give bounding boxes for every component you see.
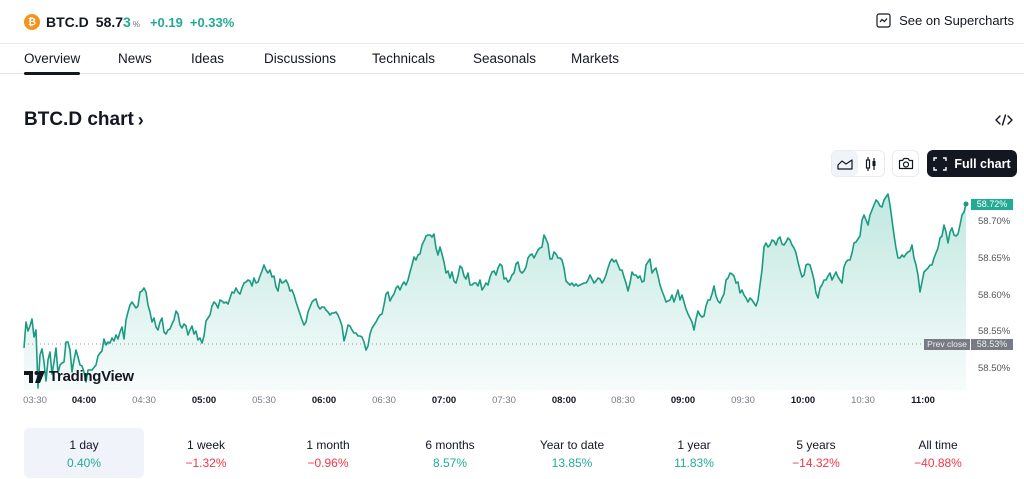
period-change: 13.85% [551, 456, 593, 470]
period-label: 1 day [69, 438, 99, 452]
period-1-week[interactable]: 1 week −1.32% [146, 428, 266, 478]
price-line [23, 193, 967, 389]
period-label: 6 months [425, 438, 475, 452]
candles-chart-button[interactable] [858, 151, 884, 176]
period-label: 5 years [796, 438, 836, 452]
last-price-badge: 58.72% [971, 199, 1013, 210]
tab-technicals[interactable]: Technicals [372, 51, 436, 66]
x-tick: 09:00 [670, 395, 696, 406]
period-change: −40.88% [914, 456, 962, 470]
period-change: −0.96% [307, 456, 349, 470]
period-label: 1 month [306, 438, 350, 452]
chart-style-toggle [831, 150, 885, 177]
full-chart-label: Full chart [954, 156, 1011, 171]
period-6-months[interactable]: 6 months 8.57% [390, 428, 510, 478]
x-tick: 09:30 [731, 395, 755, 406]
fullscreen-icon [933, 156, 948, 171]
code-embed-icon [995, 114, 1013, 126]
period-1-month[interactable]: 1 month −0.96% [268, 428, 388, 478]
period-change: 0.40% [66, 456, 102, 470]
x-tick: 07:00 [431, 395, 457, 406]
tab-discussions[interactable]: Discussions [264, 51, 337, 66]
y-tick: 58.65% [978, 253, 1011, 264]
symbol-header: ₿ BTC.D 58.7 3 % +0.19 +0.33% See on Supe… [0, 0, 1024, 44]
tab-ideas[interactable]: Ideas [191, 51, 225, 66]
x-tick: 03:30 [23, 395, 47, 406]
section-tabs: Overview News Ideas Discussions Technica… [0, 44, 1024, 75]
period-all-time[interactable]: All time −40.88% [878, 428, 998, 478]
x-tick: 08:30 [611, 395, 635, 406]
embed-code-button[interactable] [994, 112, 1014, 128]
x-tick: 05:00 [191, 395, 217, 406]
y-tick: 58.50% [978, 363, 1011, 374]
tab-overview[interactable]: Overview [24, 51, 81, 75]
area-chart-icon [837, 158, 853, 170]
period-label: 1 week [186, 438, 226, 452]
bitcoin-icon: ₿ [24, 14, 40, 30]
period-change: −1.32% [185, 456, 227, 470]
x-tick: 04:30 [132, 395, 156, 406]
change-percent: +0.33% [189, 14, 235, 30]
chart-line-icon [876, 13, 891, 28]
period-change: −14.32% [792, 456, 840, 470]
x-tick: 07:30 [492, 395, 516, 406]
ticker-symbol: BTC.D [46, 14, 89, 30]
period-change: 8.57% [432, 456, 468, 470]
x-tick: 06:30 [372, 395, 396, 406]
see-on-supercharts-link[interactable]: See on Supercharts [876, 13, 1014, 28]
chart-title: BTC.D chart [24, 109, 134, 130]
prev-close-label: Prev close [924, 339, 970, 350]
x-tick: 10:00 [790, 395, 816, 406]
x-tick: 11:00 [911, 395, 935, 406]
period-5-years[interactable]: 5 years −14.32% [756, 428, 876, 478]
prev-close-value: 58.53% [971, 339, 1013, 350]
period-year-to-date[interactable]: Year to date 13.85% [512, 428, 632, 478]
x-tick: 05:30 [252, 395, 276, 406]
candlestick-icon [865, 156, 876, 171]
change-absolute: +0.19 [149, 14, 183, 30]
tradingview-logo-icon [24, 370, 45, 383]
full-chart-button[interactable]: Full chart [927, 150, 1017, 177]
period-label: All time [918, 438, 958, 452]
chart-title-link[interactable]: BTC.D chart › [24, 109, 144, 131]
y-tick: 58.55% [978, 326, 1011, 337]
tab-news[interactable]: News [118, 51, 152, 66]
last-point-marker [963, 201, 969, 207]
y-tick: 58.70% [978, 216, 1011, 227]
period-1-year[interactable]: 1 year 11.83% [634, 428, 754, 478]
period-1-day[interactable]: 1 day 0.40% [24, 428, 144, 478]
period-performance-bar: 1 day 0.40% 1 week −1.32% 1 month −0.96%… [24, 428, 1000, 478]
chevron-right-icon: › [137, 109, 144, 130]
price-last-digit: 3 [123, 14, 131, 30]
area-chart-button[interactable] [832, 151, 858, 176]
period-change: 11.83% [674, 456, 714, 470]
tradingview-wordmark: TradingView [49, 368, 134, 385]
camera-icon [898, 157, 913, 170]
symbol-info: ₿ BTC.D 58.7 3 % +0.19 +0.33% [24, 13, 241, 31]
price-value: 58.7 [95, 14, 124, 30]
tab-seasonals[interactable]: Seasonals [473, 51, 537, 66]
price-unit: % [132, 20, 140, 29]
period-label: 1 year [677, 438, 711, 452]
tradingview-watermark[interactable]: TradingView [24, 368, 134, 385]
x-tick: 04:00 [71, 395, 97, 406]
period-label: Year to date [539, 438, 605, 452]
y-tick: 58.60% [978, 290, 1011, 301]
x-tick: 06:00 [311, 395, 337, 406]
area-fill [24, 194, 966, 390]
x-tick: 08:00 [551, 395, 577, 406]
x-tick: 10:30 [851, 395, 875, 406]
supercharts-label: See on Supercharts [899, 13, 1014, 28]
screenshot-button[interactable] [892, 150, 919, 177]
tab-markets[interactable]: Markets [571, 51, 620, 66]
